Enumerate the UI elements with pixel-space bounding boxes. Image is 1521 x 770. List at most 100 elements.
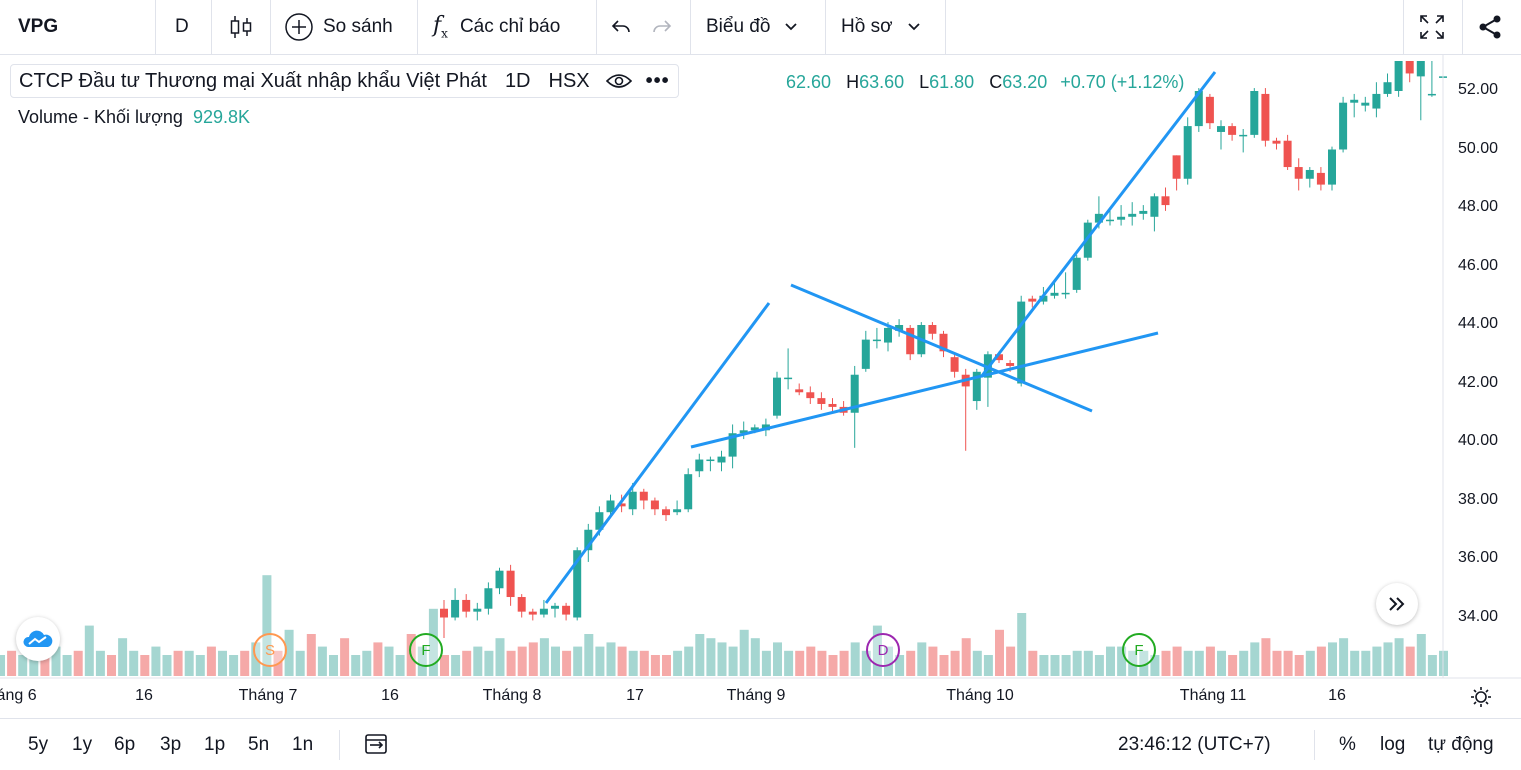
range-button-1p[interactable]: 1p	[204, 734, 226, 755]
event-label: F	[421, 641, 431, 659]
percent-toggle[interactable]: %	[1339, 734, 1356, 756]
volume-bar	[1405, 646, 1415, 676]
profile-menu[interactable]: Hồ sơ	[841, 0, 921, 54]
volume-bar	[1205, 646, 1215, 676]
logo-button[interactable]	[16, 617, 60, 661]
event-marker-dividend[interactable]: D	[866, 633, 900, 667]
volume-bar	[373, 642, 383, 676]
volume-bar	[195, 655, 205, 676]
volume-bar	[173, 650, 183, 676]
candle-body	[1172, 155, 1181, 179]
volume-bar	[317, 646, 327, 676]
log-toggle[interactable]: log	[1380, 734, 1405, 756]
volume-bar	[839, 650, 849, 676]
candle-body	[506, 570, 515, 598]
event-marker-financial[interactable]: F	[1122, 633, 1156, 667]
candle-body	[939, 333, 948, 352]
candle-body	[1183, 126, 1192, 179]
candle-body	[906, 327, 915, 355]
fullscreen-button[interactable]	[1418, 0, 1446, 54]
candle-body	[1039, 295, 1048, 302]
range-button-1n[interactable]: 1n	[292, 734, 314, 755]
settings-button[interactable]	[1469, 685, 1493, 714]
volume-bar	[906, 650, 916, 676]
divider	[1462, 0, 1463, 54]
volume-bar	[706, 638, 716, 676]
price-tick-label: 52.00	[1458, 81, 1499, 98]
symbol-search[interactable]: VPG	[18, 0, 58, 54]
time-tick-label: háng 6	[0, 687, 37, 704]
volume-bar	[584, 634, 594, 676]
range-button-6p[interactable]: 6p	[114, 734, 136, 755]
range-button-5y[interactable]: 5y	[28, 734, 49, 755]
volume-legend[interactable]: Volume - Khối lượng 929.8K	[18, 107, 250, 128]
divider	[155, 0, 156, 54]
candle-body	[872, 339, 881, 342]
chart-type-menu[interactable]: Biểu đồ	[706, 0, 798, 54]
date-range-button[interactable]	[364, 732, 390, 761]
volume-label: Volume - Khối lượng	[18, 107, 183, 127]
volume-bar	[784, 650, 794, 676]
candle-body	[517, 597, 526, 612]
volume-bar	[961, 638, 971, 676]
symbol-legend[interactable]: CTCP Đầu tư Thương mại Xuất nhập khẩu Vi…	[10, 64, 679, 98]
legend-interval: 1D	[504, 69, 531, 92]
scroll-to-realtime-button[interactable]	[1376, 583, 1418, 625]
volume-bar	[140, 655, 150, 676]
candle-body	[817, 398, 826, 404]
volume-bar	[262, 575, 272, 676]
time-tick-label: Tháng 9	[726, 687, 786, 704]
volume-bar	[1328, 642, 1337, 676]
price-tick-label: 44.00	[1458, 315, 1499, 332]
volume-bar	[506, 650, 516, 676]
volume-bar	[673, 650, 683, 676]
trendline-drawings[interactable]	[544, 71, 1217, 604]
volume-bar	[717, 642, 727, 676]
candle-body	[606, 500, 615, 513]
volume-bar	[1172, 646, 1182, 676]
undo-button[interactable]	[609, 0, 633, 54]
volume-bar	[1039, 655, 1049, 676]
redo-button[interactable]	[650, 0, 674, 54]
candle-body	[484, 588, 493, 609]
interval-button[interactable]: D	[175, 0, 189, 54]
volume-bar	[229, 655, 239, 676]
volume-bar	[695, 634, 705, 676]
candle-body	[1017, 301, 1026, 384]
candle-body	[1150, 196, 1159, 217]
volume-bar	[662, 655, 671, 676]
candle-body	[884, 327, 892, 343]
more-icon[interactable]: •••	[645, 69, 670, 92]
clock-timezone[interactable]: 23:46:12 (UTC+7)	[1118, 734, 1271, 756]
company-name: CTCP Đầu tư Thương mại Xuất nhập khẩu Vi…	[19, 69, 487, 92]
volume-bar	[795, 650, 805, 676]
share-button[interactable]	[1476, 0, 1504, 54]
indicators-label: Các chỉ báo	[459, 16, 561, 37]
volume-bar	[440, 655, 449, 676]
chevron-down-icon	[907, 23, 920, 31]
volume-bar	[1272, 650, 1282, 676]
volume-bar	[861, 650, 871, 676]
candle-body	[1283, 140, 1292, 168]
indicators-button[interactable]: fx Các chỉ báo	[433, 0, 560, 54]
candle-body	[1394, 61, 1403, 91]
range-button-3p[interactable]: 3p	[160, 734, 182, 755]
event-marker-split[interactable]: S	[253, 633, 287, 667]
range-button-5n[interactable]: 5n	[248, 734, 270, 755]
price-tick-label: 50.00	[1458, 139, 1499, 157]
time-tick-label: 16	[1328, 687, 1346, 704]
candle-body	[1194, 91, 1203, 127]
candle-body	[1128, 213, 1137, 217]
compare-button[interactable]: So sánh	[284, 0, 393, 54]
event-marker-financial[interactable]: F	[409, 633, 443, 667]
candle-body	[795, 389, 804, 393]
volume-bar	[1017, 613, 1027, 676]
volume-bar	[451, 655, 461, 676]
auto-toggle[interactable]: tự động	[1428, 734, 1494, 756]
volume-bar	[650, 655, 660, 676]
candle-body	[1050, 292, 1059, 296]
range-button-1y[interactable]: 1y	[72, 734, 93, 755]
eye-icon[interactable]	[605, 72, 632, 90]
candles-button[interactable]	[228, 0, 254, 54]
